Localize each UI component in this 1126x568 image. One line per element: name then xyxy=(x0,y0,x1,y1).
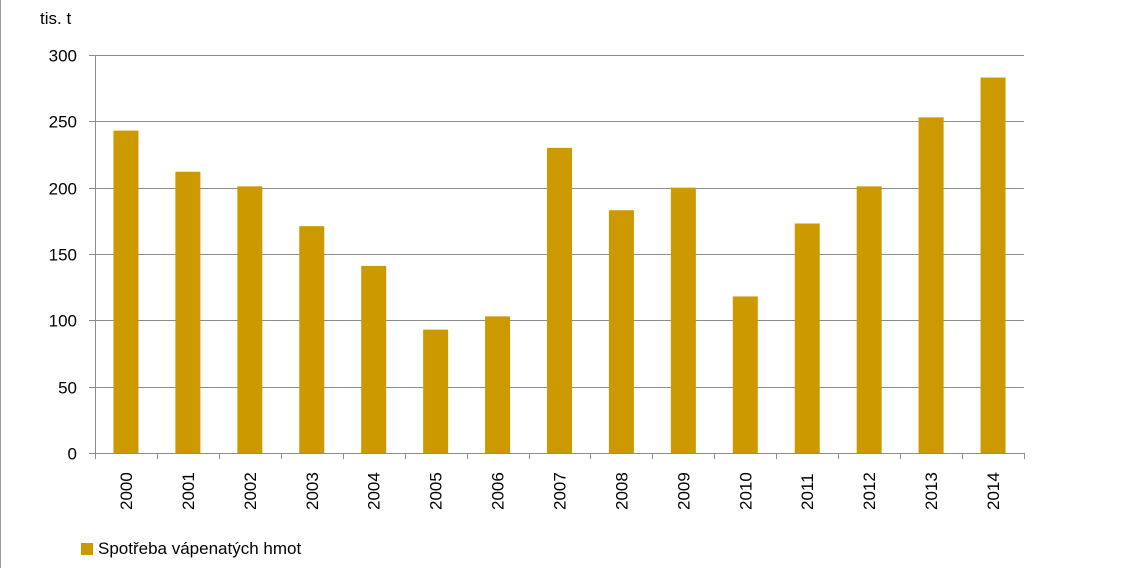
axes xyxy=(95,55,1025,459)
y-tick-label: 150 xyxy=(49,246,77,265)
bar-2000 xyxy=(113,130,139,453)
bar-2007 xyxy=(547,147,572,453)
y-tick-label: 250 xyxy=(49,113,77,132)
legend-swatch xyxy=(81,543,93,555)
x-tick-label: 2003 xyxy=(303,472,322,510)
bar-2014 xyxy=(980,77,1006,453)
bar-2013 xyxy=(918,117,944,453)
y-tick-label: 0 xyxy=(68,445,77,464)
bar-2001 xyxy=(175,171,201,453)
x-tick-label: 2014 xyxy=(984,472,1003,510)
x-tick-label: 2008 xyxy=(612,472,631,510)
chart-frame-left-border xyxy=(0,0,1,568)
x-tick-label: 2009 xyxy=(674,472,693,510)
legend: Spotřeba vápenatých hmot xyxy=(81,539,301,559)
x-tick-label: 2007 xyxy=(551,472,570,510)
bar-2010 xyxy=(732,296,758,453)
x-tick-label: 2005 xyxy=(427,472,446,510)
x-tick-label: 2010 xyxy=(736,472,755,510)
bars xyxy=(113,77,1006,453)
y-tick-labels: 0 50 100 150 200 250 300 xyxy=(49,47,77,464)
y-axis-unit-label: tis. t xyxy=(40,9,71,28)
x-tick-label: 2013 xyxy=(922,472,941,510)
legend-label: Spotřeba vápenatých hmot xyxy=(98,539,302,558)
bar-2002 xyxy=(237,186,263,453)
y-tick-label: 300 xyxy=(49,47,77,66)
x-tick-label: 2006 xyxy=(489,472,508,510)
x-tick-label: 2011 xyxy=(798,473,817,510)
y-tick-label: 50 xyxy=(58,379,77,398)
bar-2011 xyxy=(794,223,820,453)
y-tick-label: 200 xyxy=(49,180,77,199)
y-tick-label: 100 xyxy=(49,312,77,331)
bar-2006 xyxy=(485,316,511,453)
bar-2005 xyxy=(423,329,449,453)
x-tick-label: 2012 xyxy=(860,472,879,510)
x-tick-labels: 2000 2001 2002 2003 2004 2005 2006 2007 2008 2009… xyxy=(117,472,1003,510)
bar-2012 xyxy=(856,186,882,453)
bar-2008 xyxy=(608,210,634,453)
x-tick-label: 2004 xyxy=(365,472,384,510)
bar-2009 xyxy=(670,187,696,453)
x-tick-label: 2002 xyxy=(241,472,260,510)
bar-2003 xyxy=(299,226,325,453)
bar-2004 xyxy=(361,265,387,453)
x-tick-label: 2000 xyxy=(117,472,136,510)
x-tick-label: 2001 xyxy=(179,472,198,510)
